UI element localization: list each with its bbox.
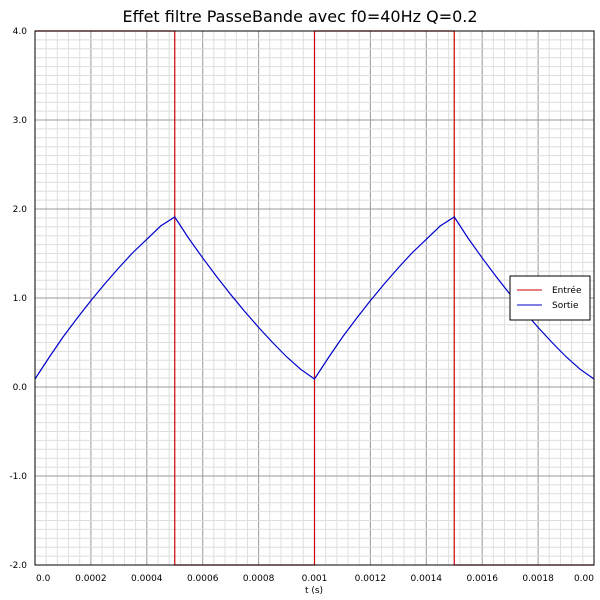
legend-box [509,275,591,321]
y-tick-label: 3.0 [13,116,28,126]
x-tick-label: 0.0008 [243,574,275,584]
x-tick-label: 0.0018 [522,574,554,584]
y-tick-label: 1.0 [13,294,28,304]
x-axis-label: t (s) [305,586,323,596]
legend-label-sortie: Sortie [552,301,579,311]
series-line-sortie [34,216,595,380]
chart-title: Effet filtre PasseBande avec f0=40Hz Q=0… [122,7,477,26]
x-tick-label: 0.0016 [466,574,498,584]
legend: Entrée Sortie [509,275,591,321]
y-tick-label: 4.0 [13,27,28,37]
plot-frame [34,30,595,566]
y-tick-label: -1.0 [9,472,27,482]
series-group [34,30,595,566]
legend-label-entree: Entrée [552,285,582,296]
x-tick-label: 0.0002 [75,574,107,584]
x-tick-label: 0.0 [36,574,51,584]
x-tick-label: 0.0014 [411,574,443,584]
x-tick-label: 0.00 [574,574,594,584]
y-tick-labels: -2.0 -1.0 0.0 1.0 2.0 3.0 4.0 [9,27,27,571]
x-tick-labels: 0.0 0.0002 0.0004 0.0006 0.0008 0.001 0.0012 0.… [36,574,594,584]
x-tick-label: 0.0006 [187,574,219,584]
x-tick-label: 0.0004 [131,574,163,584]
x-tick-label: 0.001 [302,574,328,584]
y-tick-label: 2.0 [13,205,28,215]
y-tick-label: 0.0 [13,383,28,393]
y-tick-label: -2.0 [9,561,27,571]
x-tick-label: 0.0012 [355,574,387,584]
series-line-entree [35,30,594,566]
